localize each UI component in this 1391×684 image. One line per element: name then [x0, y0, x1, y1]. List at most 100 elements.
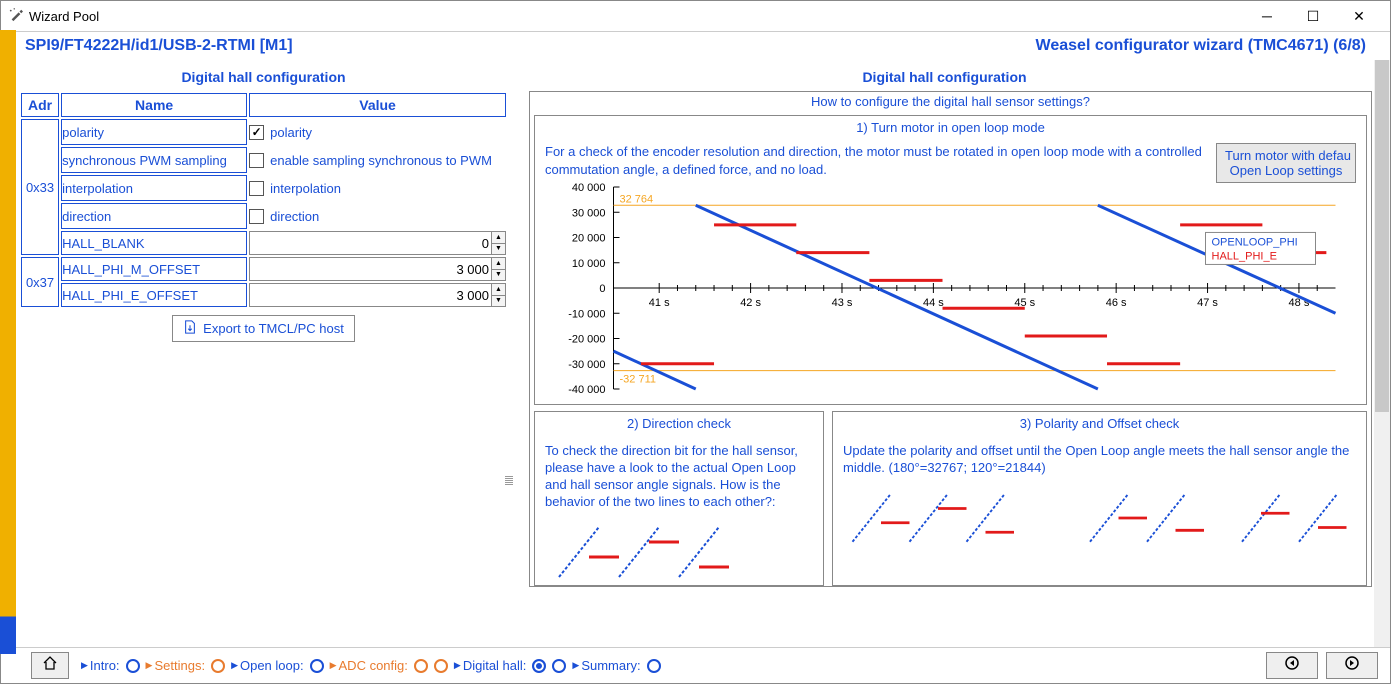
step-label: Settings:: [154, 658, 205, 673]
spin-up[interactable]: ▲: [491, 232, 505, 244]
step2-text: To check the direction bit for the hall …: [545, 443, 813, 511]
right-section-title: Digital hall configuration: [517, 66, 1372, 91]
wizard-icon: [9, 8, 23, 25]
param-name: polarity: [61, 119, 247, 145]
wizard-step: ▶ Digital hall:: [454, 658, 567, 673]
step-marker-icon: ▶: [146, 660, 153, 671]
scrollbar-thumb[interactable]: [1375, 60, 1389, 412]
titlebar: Wizard Pool ─ ☐ ✕: [1, 1, 1390, 31]
spin-up[interactable]: ▲: [491, 258, 505, 270]
step2-title: 2) Direction check: [535, 412, 823, 435]
numeric-field[interactable]: [250, 236, 505, 251]
device-path: SPI9/FT4222H/id1/USB-2-RTMI [M1]: [25, 37, 293, 55]
step-circle[interactable]: [126, 659, 140, 673]
maximize-button[interactable]: ☐: [1290, 1, 1336, 31]
step-circle[interactable]: [552, 659, 566, 673]
param-name: interpolation: [61, 175, 247, 201]
step-circle[interactable]: [532, 659, 546, 673]
step-circle[interactable]: [434, 659, 448, 673]
table-row: HALL_PHI_E_OFFSET ▲▼: [21, 283, 506, 307]
numeric-field[interactable]: [250, 262, 505, 277]
wizard-step: ▶ ADC config:: [330, 658, 448, 673]
checkbox[interactable]: [249, 125, 264, 140]
svg-text:47 s: 47 s: [1197, 297, 1218, 309]
svg-text:10 000: 10 000: [572, 258, 606, 270]
home-button[interactable]: [31, 652, 69, 679]
wizard-step: ▶ Settings:: [146, 658, 226, 673]
checkbox-label: interpolation: [270, 181, 341, 196]
step-label: Open loop:: [240, 658, 304, 673]
svg-text:41 s: 41 s: [649, 297, 670, 309]
svg-text:-32 711: -32 711: [620, 374, 657, 386]
prev-icon: [1283, 656, 1301, 670]
step1-chart: 40 00030 00020 00010 0000-10 000-20 000-…: [545, 183, 1356, 393]
svg-text:42 s: 42 s: [740, 297, 761, 309]
numeric-field[interactable]: [250, 288, 505, 303]
step-marker-icon: ▶: [81, 660, 88, 671]
checkbox[interactable]: [249, 153, 264, 168]
numeric-input[interactable]: ▲▼: [249, 283, 506, 307]
next-button[interactable]: [1326, 652, 1378, 679]
step-circle[interactable]: [211, 659, 225, 673]
splitter-handle[interactable]: [505, 465, 513, 495]
right-scrollbar[interactable]: [1374, 60, 1390, 647]
col-value: Value: [249, 93, 506, 117]
numeric-input[interactable]: ▲▼: [249, 257, 506, 281]
spin-down[interactable]: ▼: [491, 296, 505, 307]
addr-cell: 0x37: [21, 257, 59, 307]
step1-title: 1) Turn motor in open loop mode: [535, 116, 1366, 139]
param-name: HALL_PHI_M_OFFSET: [61, 257, 247, 281]
svg-text:-40 000: -40 000: [568, 384, 605, 393]
param-name: HALL_BLANK: [61, 231, 247, 255]
svg-text:32 764: 32 764: [620, 193, 654, 205]
step-label: Digital hall:: [463, 658, 527, 673]
step-circle[interactable]: [647, 659, 661, 673]
step3-title: 3) Polarity and Offset check: [833, 412, 1366, 435]
footer: ▶ Intro:▶ Settings:▶ Open loop:▶ ADC con…: [1, 647, 1390, 683]
step-circle[interactable]: [414, 659, 428, 673]
col-adr: Adr: [21, 93, 59, 117]
next-icon: [1343, 656, 1361, 670]
close-button[interactable]: ✕: [1336, 1, 1382, 31]
main-window: Wizard Pool ─ ☐ ✕ SPI9/FT4222H/id1/USB-2…: [0, 0, 1391, 684]
step2-chart: [545, 517, 813, 585]
accent-strip: [0, 30, 16, 654]
param-name: HALL_PHI_E_OFFSET: [61, 283, 247, 307]
turn-motor-button[interactable]: Turn motor with defau Open Loop settings: [1216, 143, 1356, 183]
svg-text:OPENLOOP_PHI: OPENLOOP_PHI: [1212, 236, 1298, 248]
home-icon: [42, 656, 58, 670]
left-section-title: Digital hall configuration: [19, 66, 508, 91]
prev-button[interactable]: [1266, 652, 1318, 679]
svg-text:0: 0: [599, 283, 605, 295]
addr-cell: 0x33: [21, 119, 59, 255]
export-button[interactable]: Export to TMCL/PC host: [172, 315, 355, 342]
checkbox[interactable]: [249, 181, 264, 196]
step1-text: For a check of the encoder resolution an…: [545, 143, 1208, 178]
table-row: direction direction: [21, 203, 506, 229]
param-name: synchronous PWM sampling: [61, 147, 247, 173]
svg-text:40 000: 40 000: [572, 183, 606, 194]
step-marker-icon: ▶: [330, 660, 337, 671]
step-label: ADC config:: [339, 658, 408, 673]
table-row: interpolation interpolation: [21, 175, 506, 201]
step-marker-icon: ▶: [572, 660, 579, 671]
step3-text: Update the polarity and offset until the…: [843, 443, 1356, 477]
checkbox-label: polarity: [270, 125, 312, 140]
svg-text:44 s: 44 s: [923, 297, 944, 309]
wizard-title: Weasel configurator wizard (TMC4671) (6/…: [1036, 37, 1366, 55]
table-row: 0x37HALL_PHI_M_OFFSET ▲▼: [21, 257, 506, 281]
minimize-button[interactable]: ─: [1244, 1, 1290, 31]
window-title: Wizard Pool: [29, 9, 1244, 24]
svg-text:-10 000: -10 000: [568, 308, 605, 320]
spin-down[interactable]: ▼: [491, 270, 505, 281]
export-icon: [183, 320, 197, 337]
table-row: synchronous PWM sampling enable sampling…: [21, 147, 506, 173]
spin-up[interactable]: ▲: [491, 284, 505, 296]
svg-text:HALL_PHI_E: HALL_PHI_E: [1212, 250, 1277, 262]
spin-down[interactable]: ▼: [491, 244, 505, 255]
svg-text:-30 000: -30 000: [568, 359, 605, 371]
numeric-input[interactable]: ▲▼: [249, 231, 506, 255]
step-circle[interactable]: [310, 659, 324, 673]
checkbox-label: direction: [270, 209, 319, 224]
checkbox[interactable]: [249, 209, 264, 224]
